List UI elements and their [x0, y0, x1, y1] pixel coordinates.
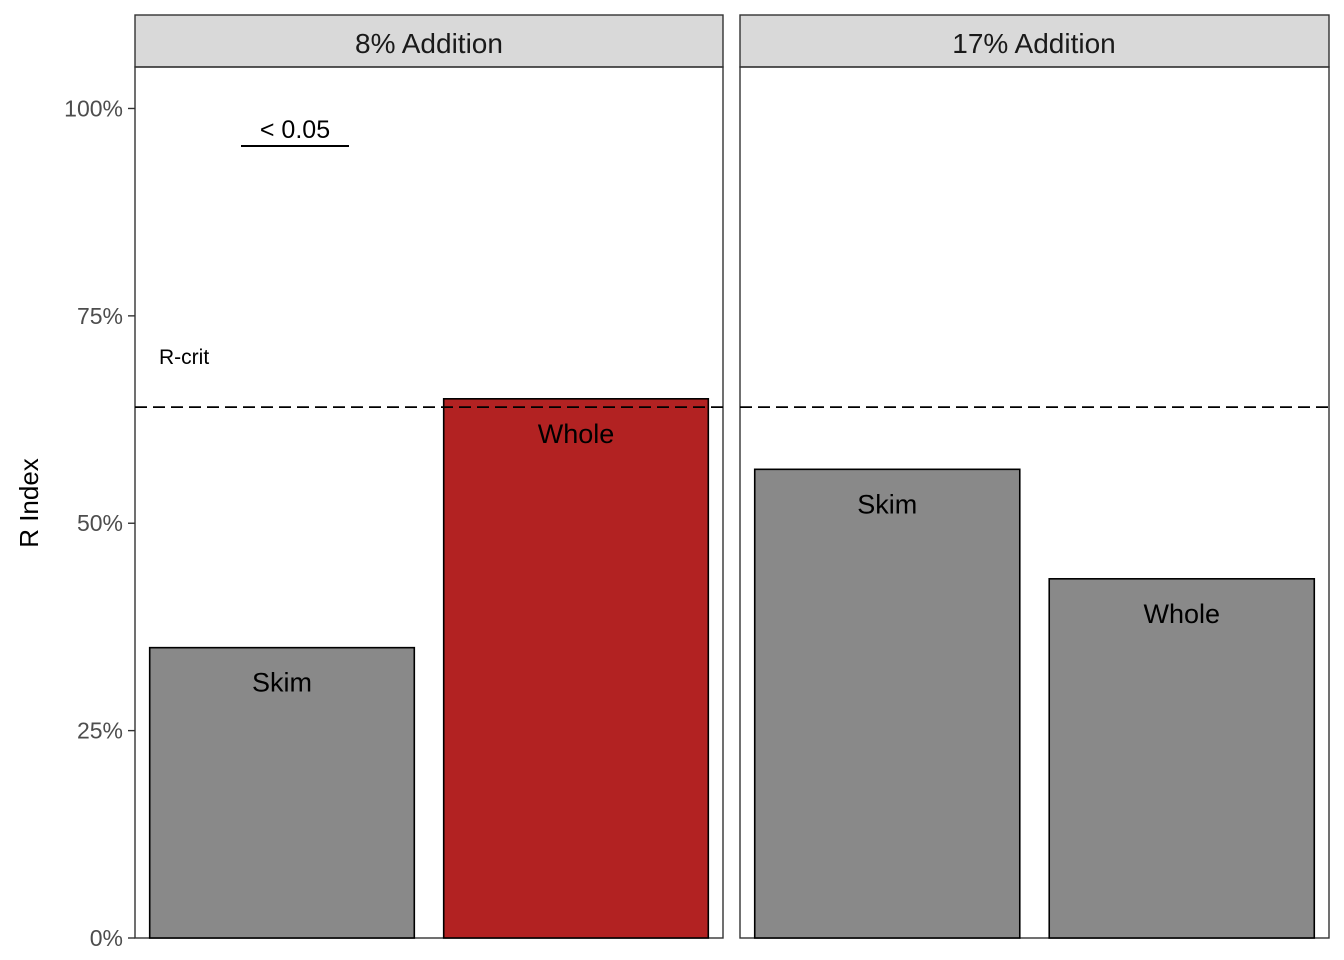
y-tick-label: 50%	[77, 510, 123, 536]
y-tick-label: 100%	[64, 95, 123, 121]
panel-strip	[134, 14, 724, 68]
bar-label: Whole	[1143, 599, 1220, 629]
bar-whole	[1048, 578, 1316, 939]
bars: Skim Whole	[148, 398, 710, 939]
y-tick-label: 0%	[90, 925, 123, 951]
panel-8-percent-addition: 8% Addition Skim Whole < 0.05 R-crit	[134, 14, 724, 939]
panel-border	[134, 66, 724, 939]
panel-strip	[739, 14, 1330, 68]
y-tick-label: 25%	[77, 718, 123, 744]
bars: Skim Whole	[753, 468, 1316, 939]
bar-label: Skim	[857, 489, 917, 519]
y-tick-label: 75%	[77, 303, 123, 329]
panel-17-percent-addition: 17% Addition Skim Whole	[739, 14, 1330, 939]
panel-border	[739, 66, 1330, 939]
y-axis-title: R Index	[14, 458, 44, 548]
significance-label: < 0.05	[260, 116, 330, 144]
bar-skim	[753, 468, 1021, 939]
y-axis: 0% 25% 50% 75% 100%	[64, 95, 135, 951]
bar-skim	[148, 646, 416, 939]
panel-title: 17% Addition	[952, 28, 1115, 59]
panel-title: 8% Addition	[355, 28, 503, 59]
r-crit-label: R-crit	[159, 346, 209, 369]
bar-whole	[442, 398, 710, 939]
bar-label: Whole	[538, 419, 615, 449]
bar-label: Skim	[252, 668, 312, 698]
